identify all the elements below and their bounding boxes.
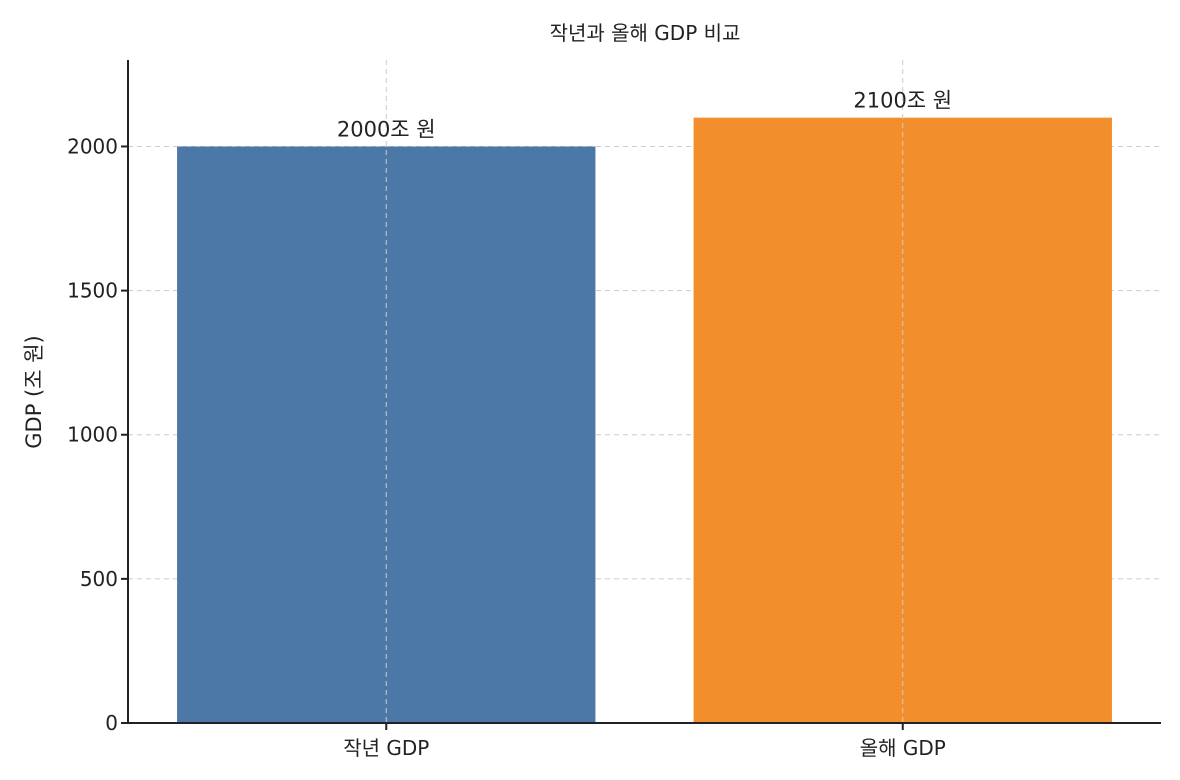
y-tick-label: 500 [80,567,118,591]
x-tick-label: 올해 GDP [860,736,946,760]
bar-value-label: 2100조 원 [853,89,952,113]
axes [127,60,1161,724]
y-tick-label: 0 [105,711,118,735]
tick-labels: 0 500 1000 1500 2000 작년 GDP 올해 GDP [67,134,946,760]
vertical-grid-lines [385,60,904,723]
y-axis-label: GDP (조 원) [22,335,46,448]
bar-value-labels: 2000조 원 2100조 원 [337,89,952,142]
y-tick-label: 1000 [67,423,118,447]
x-tick-label: 작년 GDP [343,736,429,760]
y-tick-label: 1500 [67,279,118,303]
y-tick-label: 2000 [67,134,118,158]
chart-title: 작년과 올해 GDP 비교 [550,21,741,45]
bar-value-label: 2000조 원 [337,117,436,141]
bars [177,117,1112,724]
